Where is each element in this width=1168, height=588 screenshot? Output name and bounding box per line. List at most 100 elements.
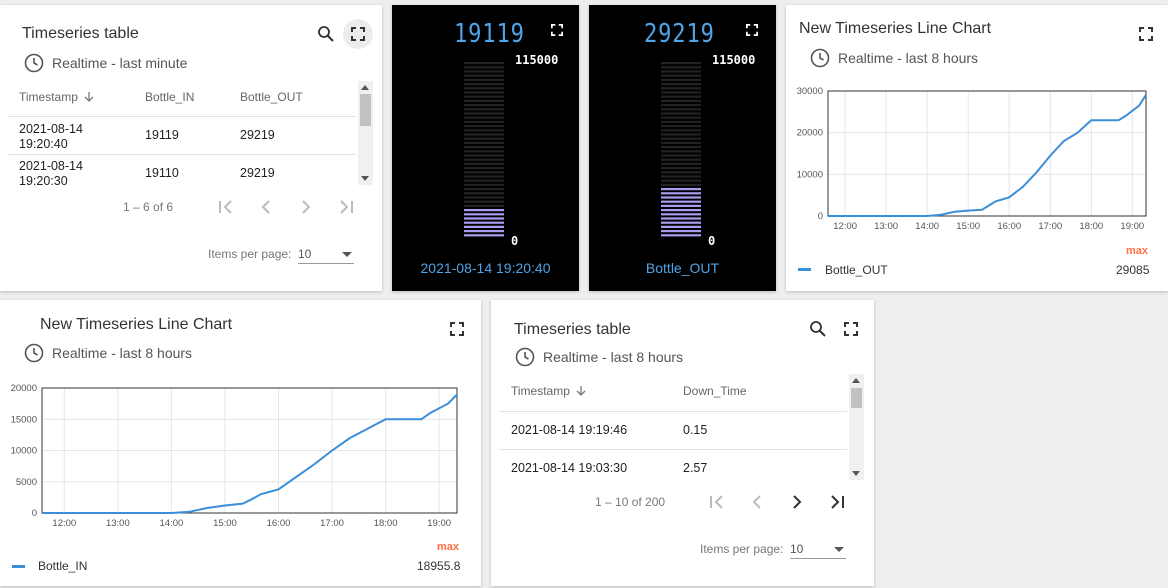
timeseries-table-card-1: Timeseries table Realtime - last minute … <box>0 5 382 291</box>
card-subtitle: Realtime - last 8 hours <box>515 347 683 367</box>
column-header-bottle-in[interactable]: Bottle_IN <box>145 90 194 104</box>
pagination-range: 1 – 6 of 6 <box>123 200 174 214</box>
gauge-segment <box>661 99 701 102</box>
gauge-segment-lit <box>661 200 701 203</box>
first-page-icon <box>710 495 723 509</box>
legend-series-name[interactable]: Bottle_IN <box>38 559 88 573</box>
previous-page-button[interactable] <box>745 490 769 514</box>
fullscreen-button[interactable] <box>1131 19 1161 49</box>
gauge-segment-lit <box>661 196 701 199</box>
next-page-button[interactable] <box>785 490 809 514</box>
fullscreen-button[interactable] <box>343 19 373 49</box>
y-tick-label: 20000 <box>11 383 37 394</box>
gauge-segment <box>464 104 504 107</box>
line-chart-plot: 12:00 13:00 14:00 15:00 16:00 17:00 18:00 19:00… <box>11 383 458 529</box>
fullscreen-button[interactable] <box>542 15 572 45</box>
x-tick-label: 18:00 <box>1079 221 1103 232</box>
subtitle-text: Realtime - last 8 hours <box>838 50 979 66</box>
x-tick-label: 17:00 <box>1038 221 1062 232</box>
card-title: New Timeseries Line Chart <box>40 316 233 333</box>
table-cell: 2021-08-14 19:20:30 <box>19 159 83 188</box>
gauge-segment <box>661 162 701 165</box>
digital-gauge-card-2: 29219 115000 0 Bottle_OUT <box>589 5 776 291</box>
last-page-button[interactable] <box>825 490 849 514</box>
clock-icon <box>24 53 44 73</box>
items-per-page-value: 10 <box>790 541 804 556</box>
gauge-segment <box>464 62 504 65</box>
gauge-segment <box>661 154 701 157</box>
column-label: Bottle_OUT <box>240 90 303 104</box>
table-cell: 0.15 <box>683 423 708 437</box>
arrow-down-icon <box>84 92 94 102</box>
x-tick-label: 19:00 <box>1120 221 1144 232</box>
y-tick-label: 30000 <box>797 86 823 97</box>
gauge-segment <box>661 171 701 174</box>
column-header-timestamp[interactable]: Timestamp <box>19 90 95 104</box>
scrollbar[interactable] <box>358 81 373 185</box>
legend-series-name[interactable]: Bottle_OUT <box>825 263 888 277</box>
gauge-segment <box>464 70 504 73</box>
previous-page-button[interactable] <box>254 195 278 219</box>
gauge-segment <box>661 175 701 178</box>
y-tick-label: 0 <box>32 508 37 519</box>
x-tick-label: 12:00 <box>52 518 76 529</box>
x-tick-label: 18:00 <box>374 518 398 529</box>
gauge-level-bar <box>464 62 504 237</box>
fullscreen-button[interactable] <box>737 15 767 45</box>
series-line[interactable] <box>828 94 1147 217</box>
divider <box>499 449 847 450</box>
gauge-segment <box>464 167 504 170</box>
x-tick-label: 14:00 <box>160 518 184 529</box>
gauge-segment <box>661 158 701 161</box>
table-cell: 29219 <box>240 166 275 180</box>
first-page-button[interactable] <box>214 195 238 219</box>
y-tick-label: 5000 <box>16 477 37 488</box>
fullscreen-icon <box>746 24 758 36</box>
first-page-button[interactable] <box>705 490 729 514</box>
y-tick-label: 10000 <box>11 446 37 457</box>
x-tick-label: 16:00 <box>267 518 291 529</box>
column-header-bottle-out[interactable]: Bottle_OUT <box>240 90 303 104</box>
gauge-segment <box>464 183 504 186</box>
items-per-page-select[interactable]: 10 <box>298 244 354 264</box>
items-per-page-select[interactable]: 10 <box>790 539 846 559</box>
gauge-segment-lit <box>464 217 504 220</box>
items-per-page-label: Items per page: <box>208 247 292 261</box>
legend-max-label: max <box>1126 245 1149 257</box>
scrollbar[interactable] <box>849 374 864 480</box>
table-cell: 2.57 <box>683 461 708 475</box>
fullscreen-button[interactable] <box>442 314 472 344</box>
gauge-segment <box>661 95 701 98</box>
x-tick-label: 17:00 <box>320 518 344 529</box>
line-chart-plot: 12:00 13:00 14:00 15:00 16:00 17:00 18:00 19:00… <box>797 86 1147 232</box>
column-header-down-time[interactable]: Down_Time <box>683 384 747 398</box>
gauge-segment <box>661 179 701 182</box>
fullscreen-button[interactable] <box>836 314 866 344</box>
gauge-segment <box>464 87 504 90</box>
series-line[interactable] <box>42 393 458 514</box>
card-subtitle: Realtime - last minute <box>24 53 187 73</box>
search-button[interactable] <box>311 19 341 49</box>
gauge-min-value: 0 <box>708 234 716 248</box>
fullscreen-icon <box>1139 27 1153 41</box>
y-tick-label: 10000 <box>797 169 823 180</box>
first-page-icon <box>219 200 232 214</box>
search-button[interactable] <box>803 314 833 344</box>
search-icon <box>318 26 334 42</box>
column-header-timestamp[interactable]: Timestamp <box>511 384 587 398</box>
gauge-segment <box>464 95 504 98</box>
card-subtitle: Realtime - last 8 hours <box>24 343 192 363</box>
gauge-segment <box>464 175 504 178</box>
gauge-segment <box>661 116 701 119</box>
legend-swatch <box>798 268 811 271</box>
gauge-segment <box>464 125 504 128</box>
gauge-segment-lit <box>464 234 504 237</box>
next-page-button[interactable] <box>294 195 318 219</box>
last-page-button[interactable] <box>334 195 358 219</box>
gauge-max-value: 115000 <box>515 53 559 67</box>
clock-icon <box>810 48 830 68</box>
gauge-segment <box>661 74 701 77</box>
divider <box>8 154 356 155</box>
gauge-segment <box>661 104 701 107</box>
gauge-segment <box>464 108 504 111</box>
